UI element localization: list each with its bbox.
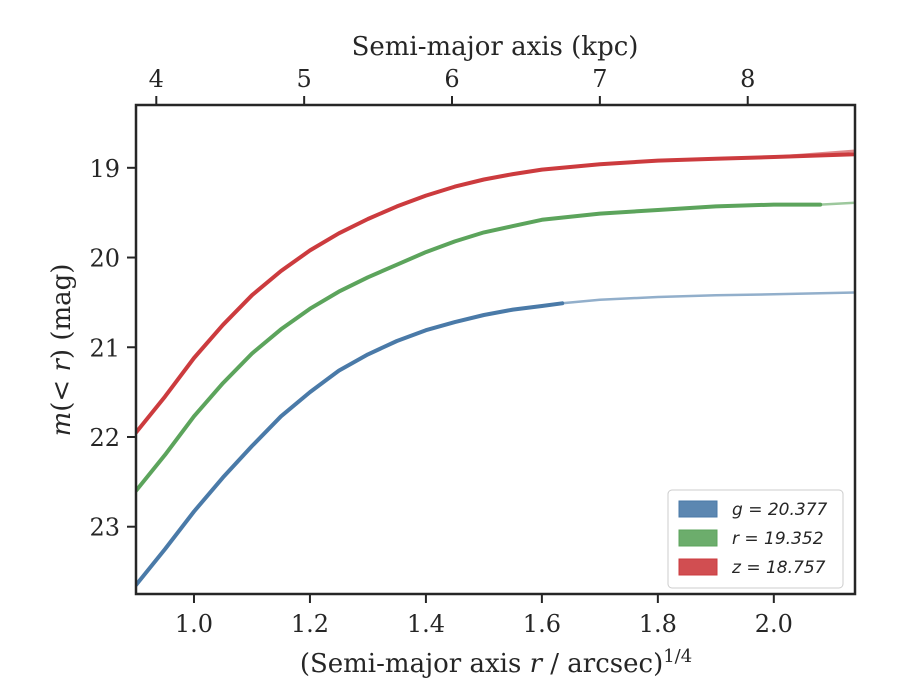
series-z-line xyxy=(136,152,855,435)
y-axis-label-post: ) (mag) xyxy=(47,264,77,360)
top-axis-label: Semi-major axis (kpc) xyxy=(352,32,639,62)
x-axis-label-mid: / arcsec) xyxy=(542,649,663,679)
y-axis-label-mid: (< xyxy=(47,372,77,412)
x-axis-label-var: r xyxy=(530,649,544,679)
top-tick-label: 4 xyxy=(149,65,164,93)
x-axis-ticks: 1.0 1.2 1.4 1.6 1.8 2.0 xyxy=(175,594,793,638)
x-tick-label: 1.8 xyxy=(639,610,677,638)
x-tick-label: 1.4 xyxy=(407,610,445,638)
y-axis-ticks: 19 20 21 22 23 xyxy=(89,155,136,542)
legend-label-z: z = 18.757 xyxy=(731,558,826,578)
x-tick-label: 2.0 xyxy=(755,610,793,638)
y-tick-label: 19 xyxy=(89,155,120,183)
legend-swatch-z xyxy=(678,558,718,576)
series-r-extrapolated xyxy=(818,201,855,206)
legend-label-g: g = 20.377 xyxy=(732,500,828,520)
plot-area xyxy=(136,149,855,587)
y-axis-label-var: r xyxy=(47,358,77,372)
series-g-line xyxy=(136,301,565,587)
legend-label-r: r = 19.352 xyxy=(732,529,824,549)
top-tick-label: 6 xyxy=(444,65,459,93)
x-tick-label: 1.0 xyxy=(175,610,213,638)
top-axis-ticks: 4 5 6 7 8 xyxy=(149,65,755,105)
y-tick-label: 22 xyxy=(89,424,120,452)
top-tick-label: 5 xyxy=(297,65,312,93)
series-r-line xyxy=(136,202,823,493)
legend: g = 20.377 r = 19.352 z = 18.757 xyxy=(667,489,844,589)
y-axis-label-pre: m xyxy=(47,412,77,437)
x-axis-label-prefix: (Semi-major axis xyxy=(300,649,530,679)
legend-swatch-g xyxy=(678,500,718,518)
x-axis-label-sup: 1/4 xyxy=(663,646,692,667)
y-tick-label: 23 xyxy=(89,514,120,542)
top-tick-label: 8 xyxy=(740,65,755,93)
legend-swatch-r xyxy=(678,529,718,547)
x-axis-label: (Semi-major axis r / arcsec)1/4 xyxy=(300,646,692,679)
top-tick-label: 7 xyxy=(592,65,607,93)
y-tick-label: 20 xyxy=(89,245,120,273)
plot-frame xyxy=(134,103,857,596)
y-axis-label: m(< r) (mag) xyxy=(47,264,77,437)
x-tick-label: 1.6 xyxy=(523,610,561,638)
series-g-extrapolated xyxy=(560,291,855,305)
x-tick-label: 1.2 xyxy=(291,610,329,638)
y-tick-label: 21 xyxy=(89,334,120,362)
